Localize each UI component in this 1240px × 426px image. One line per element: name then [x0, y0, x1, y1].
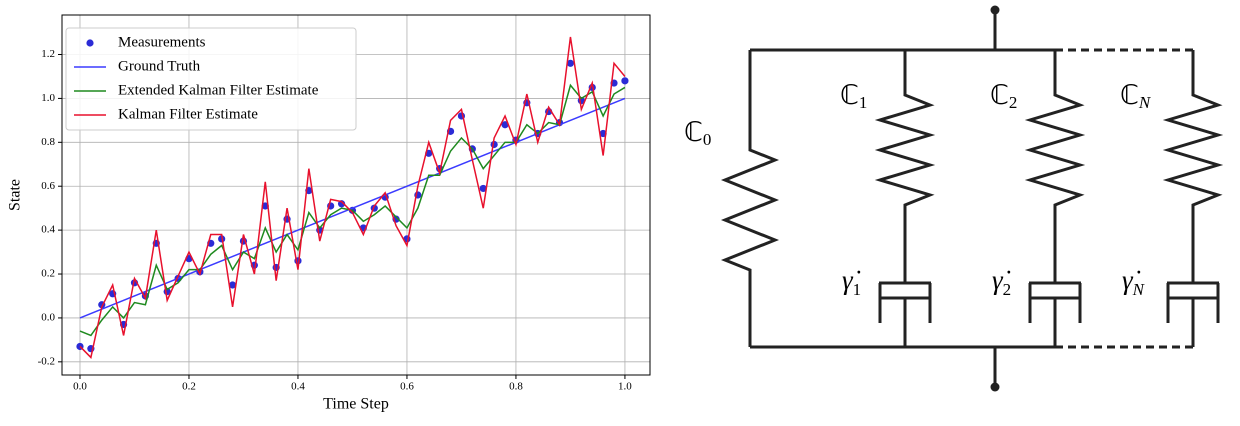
measurement-point — [566, 59, 575, 67]
spring-label: ℂ1 — [840, 80, 867, 112]
y-axis-label: State — [7, 179, 24, 211]
dashpot — [1166, 281, 1220, 347]
chart: 0.0 0.2 0.4 0.6 0.8 1.0 -0.2 0.0 0.2 0.4 0.6 0.8 1.0… — [7, 14, 651, 413]
legend-label: Ground Truth — [118, 58, 201, 74]
spring-label: ℂ2 — [990, 80, 1017, 112]
x-tick-label: 0.2 — [182, 381, 196, 393]
y-tick-label: 0.8 — [41, 136, 55, 148]
damper-label: γ̇2 — [992, 265, 1011, 299]
dashpot — [1028, 281, 1082, 347]
damper-label: γ̇1 — [842, 265, 861, 299]
x-tick-label: 1.0 — [618, 381, 632, 393]
x-tick-label: 0.6 — [400, 381, 414, 393]
legend-label: Measurements — [118, 34, 206, 50]
x-axis-label: Time Step — [323, 396, 389, 413]
terminal — [990, 382, 1000, 392]
x-tick-label: 0.8 — [509, 381, 523, 393]
series-line — [79, 36, 626, 359]
spring-label: ℂ0 — [684, 117, 711, 149]
y-tick-label: -0.2 — [38, 355, 55, 367]
x-tick-label: 0.0 — [73, 381, 87, 393]
legend-marker — [86, 39, 94, 47]
measurement-point — [228, 281, 237, 289]
diagram: ℂ0 ℂ1 ℂ2 ℂN γ̇1 γ̇2 γ̇N — [684, 5, 1224, 392]
x-tick-label: 0.4 — [291, 381, 305, 393]
spring — [1162, 50, 1224, 283]
measurement-point — [621, 77, 629, 85]
measurement-point — [501, 121, 509, 129]
y-tick-label: 0.6 — [41, 180, 55, 192]
y-tick-label: 0.2 — [41, 268, 55, 280]
y-tick-label: 0.4 — [41, 224, 55, 236]
spring — [874, 50, 936, 283]
dashpot — [878, 281, 932, 347]
plot-frame — [61, 14, 651, 376]
measurement-point — [479, 184, 487, 193]
terminal — [990, 5, 1000, 15]
y-tick-label: 1.2 — [41, 48, 55, 60]
series-line — [79, 83, 626, 337]
damper-label: γ̇N — [1122, 265, 1146, 299]
series-line — [79, 97, 626, 319]
legend-label: Extended Kalman Filter Estimate — [118, 82, 319, 98]
spring — [1024, 50, 1086, 283]
y-tick-label: 0.0 — [41, 311, 55, 323]
spring-label: ℂN — [1120, 80, 1152, 112]
legend-label: Kalman Filter Estimate — [118, 106, 258, 122]
spring — [720, 50, 780, 347]
legend-box — [65, 27, 357, 131]
y-tick-label: 1.0 — [41, 92, 55, 104]
